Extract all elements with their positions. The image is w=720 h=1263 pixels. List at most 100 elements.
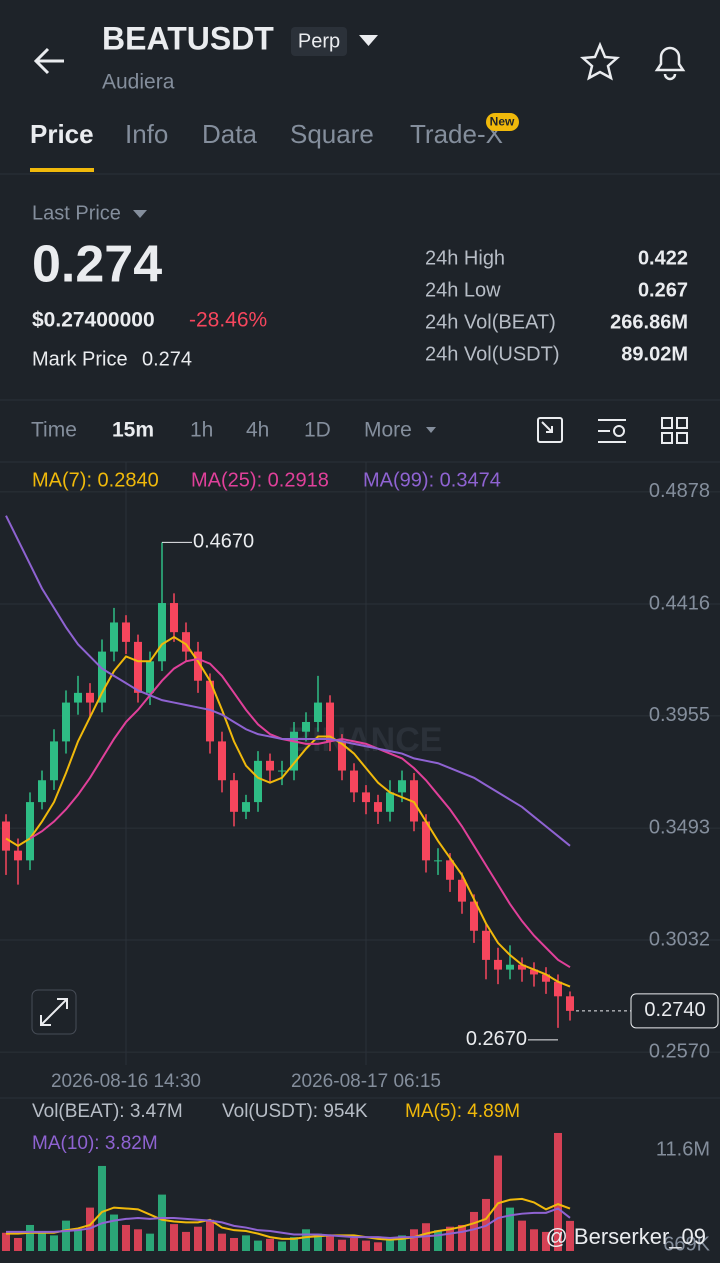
volume-bar bbox=[242, 1235, 250, 1251]
volume-bar bbox=[290, 1237, 298, 1251]
volume-bar bbox=[158, 1194, 166, 1251]
tab[interactable]: Square bbox=[290, 119, 374, 149]
candle-body bbox=[38, 780, 46, 803]
volume-bar bbox=[374, 1242, 382, 1251]
candle-body bbox=[242, 802, 250, 812]
volume-bar bbox=[74, 1230, 82, 1251]
volume-bar bbox=[110, 1214, 118, 1251]
volume-label: Vol(BEAT): 3.47M bbox=[32, 1101, 183, 1122]
volume-bar bbox=[326, 1235, 334, 1251]
candle-body bbox=[386, 792, 394, 812]
y-tick-label: 0.3955 bbox=[649, 704, 710, 726]
ma-line bbox=[29, 657, 571, 969]
candle-body bbox=[206, 680, 214, 742]
candle-body bbox=[2, 821, 10, 851]
y-tick-label: 669K bbox=[663, 1233, 710, 1255]
candle-body bbox=[50, 741, 58, 781]
volume-bar bbox=[302, 1229, 310, 1251]
candle-body bbox=[182, 632, 190, 652]
candle-body bbox=[98, 651, 106, 703]
mark-price: 0.274 bbox=[142, 348, 192, 370]
candle-body bbox=[398, 780, 406, 793]
ma-line bbox=[5, 515, 571, 847]
interval[interactable]: 1D bbox=[304, 419, 331, 442]
volume-bar bbox=[98, 1165, 106, 1251]
legend-entry: MA(7): 0.2840 bbox=[32, 469, 159, 491]
candle-body bbox=[278, 770, 286, 772]
last-price-box bbox=[630, 993, 719, 1029]
candle-body bbox=[554, 981, 562, 997]
tab[interactable]: Data bbox=[202, 119, 257, 149]
ma-line bbox=[6, 1197, 571, 1241]
last-price: 0.274 bbox=[32, 236, 162, 294]
candle-body bbox=[482, 930, 490, 960]
candle-body bbox=[530, 969, 538, 975]
volume-bar bbox=[458, 1224, 466, 1251]
new-badge-bg bbox=[486, 113, 519, 131]
candle-body bbox=[26, 802, 34, 861]
watermark: @ Berserker_09 bbox=[545, 1224, 706, 1249]
y-tick-label: 0.4878 bbox=[649, 480, 710, 502]
dropdown[interactable] bbox=[359, 35, 378, 46]
candle-body bbox=[266, 760, 274, 771]
stat-label: 24h Vol(USDT) bbox=[425, 343, 560, 365]
alert[interactable] bbox=[654, 46, 686, 81]
tab[interactable]: Info bbox=[125, 119, 168, 149]
interval[interactable]: More bbox=[364, 419, 412, 442]
price-chart: BINANCE 0.4878 0.4416 0.3955 0.3493 0.3032 0.2… bbox=[0, 462, 720, 1092]
volume-bar bbox=[434, 1230, 442, 1251]
volume-bar bbox=[254, 1240, 262, 1251]
change: -28.46% bbox=[189, 309, 267, 332]
volume-bar bbox=[554, 1132, 562, 1251]
volume-bar bbox=[386, 1238, 394, 1251]
chart-watermark: BINANCE bbox=[288, 721, 443, 759]
toolbar-icons[interactable] bbox=[537, 417, 688, 444]
y-tick-label: 0.3032 bbox=[649, 928, 710, 950]
volume-bar bbox=[122, 1224, 130, 1251]
tab-indicator bbox=[30, 168, 94, 172]
volume-bar bbox=[446, 1226, 454, 1251]
candle-body bbox=[494, 959, 502, 970]
dropdown[interactable] bbox=[133, 210, 147, 218]
last-price-label: Last Price bbox=[32, 202, 121, 224]
volume-bar bbox=[278, 1241, 286, 1251]
stat-label: 24h Vol(BEAT) bbox=[425, 311, 556, 333]
dropdown[interactable] bbox=[426, 427, 436, 433]
favorite[interactable] bbox=[579, 41, 621, 81]
volume-label: Vol(USDT): 954K bbox=[222, 1101, 368, 1122]
volume-bar bbox=[542, 1231, 550, 1251]
volume-bar bbox=[14, 1237, 22, 1251]
interval[interactable]: 4h bbox=[246, 419, 269, 442]
volume-bar bbox=[50, 1235, 58, 1251]
back-button[interactable] bbox=[33, 47, 64, 75]
interval[interactable]: 1h bbox=[190, 419, 213, 442]
volume-bar bbox=[470, 1211, 478, 1251]
candle-body bbox=[434, 860, 442, 862]
volume-bar bbox=[62, 1220, 70, 1251]
candle-body bbox=[542, 974, 550, 982]
legend-entry: MA(25): 0.2918 bbox=[191, 469, 329, 491]
stat-value: 89.02M bbox=[621, 343, 688, 365]
volume-bar bbox=[566, 1220, 574, 1251]
stat-value: 0.267 bbox=[638, 279, 688, 301]
tab[interactable]: Price bbox=[30, 119, 94, 149]
volume-bar bbox=[350, 1237, 358, 1251]
volume-bar bbox=[2, 1232, 10, 1251]
volume-bar bbox=[338, 1239, 346, 1251]
candle-body bbox=[566, 996, 574, 1011]
candle-body bbox=[110, 622, 118, 652]
candle-body bbox=[170, 603, 178, 633]
badge-bg bbox=[291, 27, 347, 56]
intervals: Time 15m 1h 4h 1D More bbox=[31, 419, 412, 442]
volume-bar bbox=[362, 1240, 370, 1251]
interval[interactable]: Time bbox=[31, 419, 77, 442]
candle-body bbox=[314, 702, 322, 722]
y-tick-label: 11.6M bbox=[656, 1139, 710, 1161]
volume-chart: 11.6M 669K Vol(BEAT): 3.47M Vol(USDT): 954K… bbox=[2, 1101, 711, 1255]
interval[interactable]: 15m bbox=[112, 419, 154, 442]
volume-bar bbox=[194, 1226, 202, 1251]
volume-bar bbox=[206, 1219, 214, 1251]
y-tick-label: 0.4416 bbox=[649, 592, 710, 614]
ma-line bbox=[5, 635, 571, 988]
